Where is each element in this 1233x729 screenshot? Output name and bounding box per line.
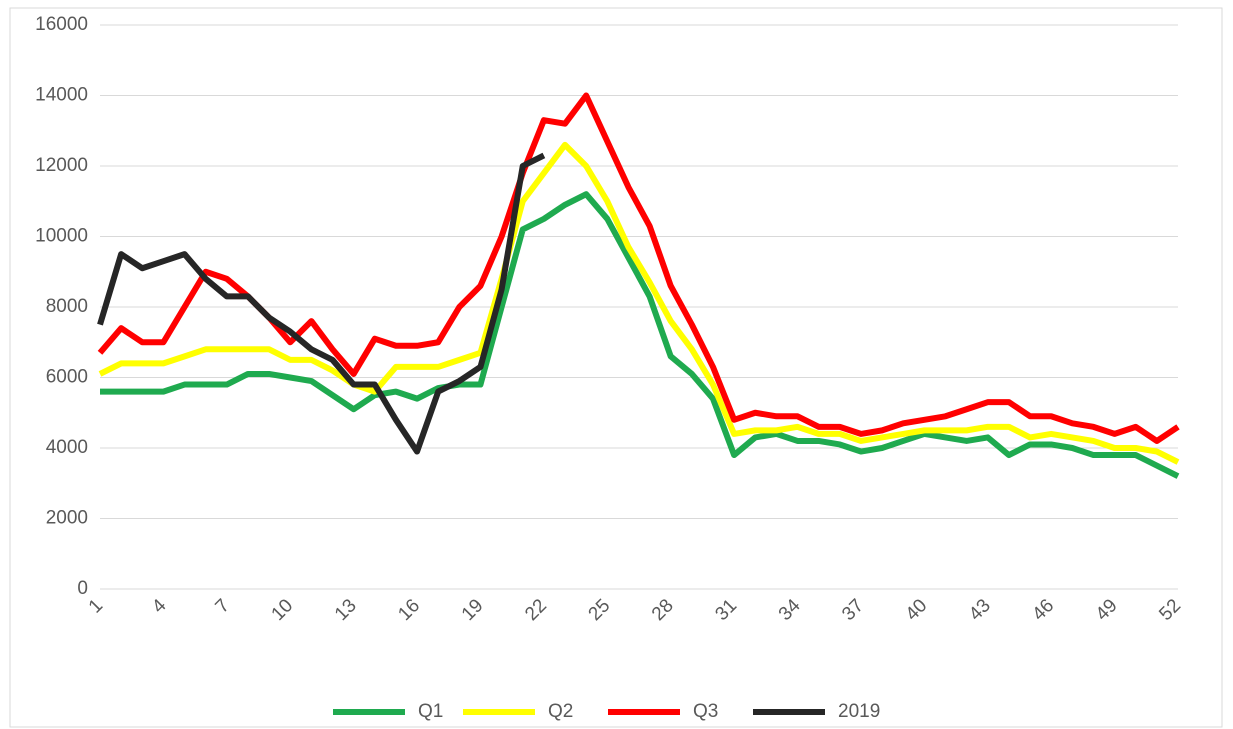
x-tick-label: 40 — [902, 595, 932, 625]
y-tick-label: 8000 — [46, 296, 88, 317]
x-tick-label: 13 — [331, 595, 361, 625]
series-line — [98, 141, 1180, 465]
x-tick-label: 1 — [85, 595, 107, 617]
y-tick-label: 10000 — [35, 226, 88, 247]
legend-label: Q1 — [418, 701, 443, 722]
series-line — [100, 191, 1180, 479]
y-tick-label: 0 — [77, 578, 88, 599]
x-tick-label: 34 — [775, 595, 805, 625]
legend-label: Q3 — [693, 701, 718, 722]
legend-label: Q2 — [548, 701, 573, 722]
x-tick-label: 19 — [458, 595, 488, 625]
x-tick-label: 28 — [648, 595, 678, 625]
x-tick-label: 43 — [965, 595, 995, 625]
x-tick-label: 4 — [148, 595, 171, 618]
y-tick-label: 16000 — [35, 14, 88, 35]
y-tick-label: 4000 — [46, 437, 88, 458]
x-tick-label: 16 — [394, 595, 424, 625]
x-tick-label: 7 — [212, 595, 234, 617]
x-tick-label: 31 — [711, 595, 741, 625]
y-tick-label: 12000 — [35, 155, 88, 176]
x-tick-label: 37 — [838, 595, 868, 625]
x-tick-label: 49 — [1092, 595, 1122, 625]
x-tick-label: 25 — [585, 595, 615, 625]
y-tick-label: 14000 — [35, 85, 88, 106]
x-tick-label: 22 — [521, 595, 551, 625]
y-tick-label: 6000 — [46, 367, 88, 388]
series-line — [97, 92, 1180, 444]
x-tick-label: 52 — [1155, 595, 1185, 625]
series-line — [97, 152, 546, 455]
x-tick-label: 10 — [268, 595, 298, 625]
y-tick-label: 2000 — [46, 508, 88, 529]
x-tick-label: 46 — [1028, 595, 1058, 625]
chart-frame — [9, 7, 1223, 728]
legend-label: 2019 — [838, 701, 880, 722]
